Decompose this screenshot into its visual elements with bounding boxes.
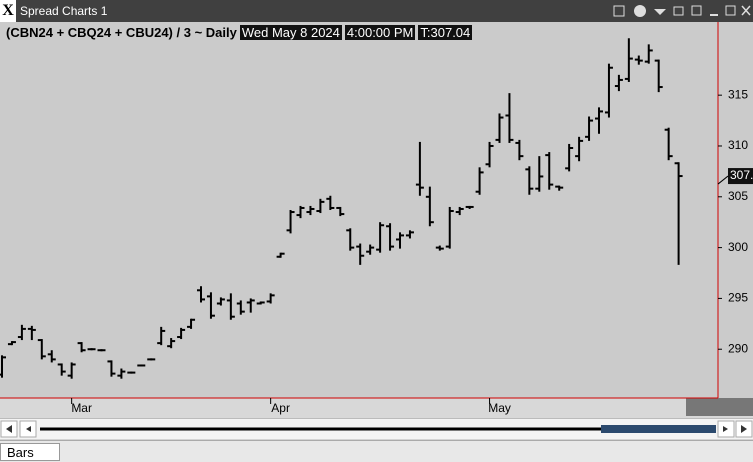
scrollbar[interactable] bbox=[0, 418, 753, 439]
info-box: T:307.04 bbox=[418, 25, 473, 40]
y-tick-label: 300 bbox=[728, 240, 748, 254]
chart: 290 295 300 305 310 315 Mar Apr May 307.04 bbox=[0, 22, 753, 418]
arrow bbox=[741, 425, 747, 433]
last-price-box bbox=[728, 168, 753, 185]
y-tick-label: 315 bbox=[728, 87, 748, 101]
maximize-icon[interactable] bbox=[725, 5, 736, 16]
arrow bbox=[6, 425, 12, 433]
chart-title: (CBN24 + CBQ24 + CBU24) / 3 ~ Daily bbox=[6, 25, 237, 40]
dropdown-icon[interactable] bbox=[654, 9, 666, 15]
arrow bbox=[26, 426, 31, 432]
window-title: Spread Charts 1 bbox=[20, 4, 108, 18]
window-controls[interactable] bbox=[612, 3, 752, 19]
info-box: 4:00:00 PM bbox=[344, 25, 416, 40]
scroll-thumb[interactable] bbox=[601, 425, 716, 433]
info-box: Wed May 8 2024 bbox=[239, 25, 342, 40]
y-tick-label: 295 bbox=[728, 291, 748, 305]
title-bar: X Spread Charts 1 bbox=[0, 0, 753, 22]
x-tick-label: Mar bbox=[71, 401, 92, 415]
plot-background bbox=[0, 22, 753, 398]
y-tick-label: 305 bbox=[728, 189, 748, 203]
price-pointer bbox=[717, 175, 729, 185]
footer: Bars bbox=[0, 440, 753, 462]
icon[interactable] bbox=[613, 5, 625, 17]
arrow bbox=[723, 426, 728, 432]
y-tick-label: 310 bbox=[728, 138, 748, 152]
axis-corner bbox=[686, 398, 753, 416]
settings-icon[interactable] bbox=[634, 5, 646, 17]
restore-icon[interactable] bbox=[691, 5, 702, 16]
app-logo: X bbox=[0, 0, 16, 22]
last-price-label: 307.04 bbox=[730, 168, 753, 182]
date-axis bbox=[0, 398, 753, 418]
y-tick-label: 290 bbox=[728, 341, 748, 355]
chart-header: (CBN24 + CBQ24 + CBU24) / 3 ~ Daily Wed … bbox=[6, 25, 473, 40]
x-tick-label: Apr bbox=[271, 401, 290, 415]
scrollbar-graphics[interactable] bbox=[0, 419, 753, 439]
tab-label[interactable]: Bars bbox=[7, 445, 34, 460]
close-icon[interactable] bbox=[741, 5, 751, 16]
tab[interactable]: Bars bbox=[0, 443, 60, 461]
icon[interactable] bbox=[673, 6, 684, 16]
x-tick-label: May bbox=[488, 401, 511, 415]
